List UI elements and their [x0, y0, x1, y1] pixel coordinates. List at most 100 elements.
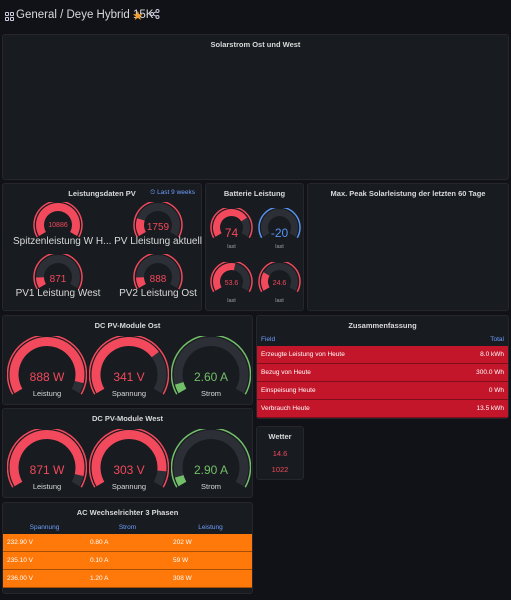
column-header-spannung[interactable]: Spannung [29, 523, 60, 531]
panel-title: Wetter [268, 432, 292, 441]
panel-title: Zusammenfassung [348, 321, 417, 330]
gauge-value: 2.90 A [193, 463, 229, 477]
gauge-label: PV2 Leistung Ost [119, 288, 197, 299]
gauge-value: 341 V [113, 370, 145, 384]
gauge-fill [36, 203, 80, 236]
cell-strom: 0.10 A [86, 551, 169, 570]
gauge-label: PV Lleistung aktuell [114, 236, 202, 247]
gauge-value: 10886 [48, 222, 68, 229]
gauge-arc [210, 206, 253, 239]
cell-strom: 1.20 A [86, 569, 169, 588]
gauge-track [173, 430, 249, 487]
breadcrumb[interactable]: General / Deye Hybrid 15K [16, 9, 154, 21]
ac-table: Spannung Strom Leistung 232.90 V 0.80 A … [3, 520, 252, 588]
gauge-value: 303 V [113, 463, 145, 477]
gauge-label: Leistung [32, 389, 62, 398]
gauge: 888 W Leistung [6, 334, 88, 404]
panel-title: Batterie Leistung [223, 189, 286, 198]
gauge-label: last [275, 244, 284, 250]
dashboard-grid-icon[interactable] [5, 12, 14, 21]
cell-total: 8.0 kWh [437, 346, 508, 364]
gauge-value: 24.6 [272, 280, 287, 287]
gauge-track [173, 337, 249, 394]
column-header-leistung[interactable]: Leistung [198, 523, 223, 531]
gauge-value: 888 W [29, 370, 65, 384]
time-range-badge[interactable]: ⏲ Last 9 weeks [150, 189, 195, 197]
gauge-fill [91, 430, 167, 487]
panel-solarstrom: Solarstrom Ost und West [2, 34, 509, 180]
gauge-fill [174, 475, 187, 487]
gauge-value: 74 [224, 226, 239, 240]
cell-total: 13.5 kWh [437, 399, 508, 418]
gauge-value: 2.60 A [193, 370, 229, 384]
panel-title: Max. Peak Solarleistung der letzten 60 T… [330, 189, 486, 198]
gauge-arc [133, 200, 183, 238]
column-header-strom[interactable]: Strom [118, 523, 137, 531]
cell-total: 0 Wh [437, 381, 508, 400]
gauge-threshold [258, 206, 301, 239]
panel-title: AC Wechselrichter 3 Phasen [76, 508, 179, 517]
gauge-fill [136, 277, 146, 288]
gauge: 10886 Spitzenleistung W H... [13, 200, 112, 254]
gauge-threshold [33, 252, 83, 290]
gauge: 871 PV1 Leistung West [13, 252, 103, 306]
panel-zusammenfassung: Zusammenfassung Field Total Erzeugte Lei… [256, 315, 509, 419]
gauge-threshold [33, 200, 83, 238]
gauge-arc [33, 252, 83, 290]
gauge-threshold [133, 200, 183, 238]
share-icon[interactable] [150, 9, 160, 22]
gauge-value: 871 [49, 274, 67, 285]
gauge-label: last [227, 244, 236, 250]
panel-title: Solarstrom Ost und West [210, 40, 301, 49]
cell-leistung: 308 W [169, 569, 252, 588]
gauge: 2.90 A Strom [170, 427, 252, 497]
gauge: 303 V Spannung [88, 427, 170, 497]
table-row: 235.10 V 0.10 A 59 W [3, 551, 252, 570]
weather-value: 14.6 [272, 449, 288, 458]
panel-title: DC PV-Module West [91, 414, 164, 423]
gauge: 888 PV2 Leistung Ost [113, 252, 203, 306]
gauge-label: Spitzenleistung W H... [13, 236, 112, 247]
table-row: Einspeisung Heute 0 Wh [257, 381, 508, 400]
cell-strom: 0.80 A [86, 534, 169, 552]
top-bar: General / Deye Hybrid 15K ★ [0, 0, 511, 32]
cell-leistung: 59 W [169, 551, 252, 570]
gauge: 53.6 last [208, 260, 255, 304]
gauge-label: PV1 Leistung West [15, 288, 101, 299]
table-row: 236.00 V 1.20 A 308 W [3, 569, 252, 588]
table-row: Bezug von Heute 300.0 Wh [257, 363, 508, 382]
panel-batterie-leistung: Batterie Leistung 74 last -20 last 53.6 last 2… [205, 183, 304, 311]
clock-icon: ⏲ [150, 189, 156, 196]
cell-field: Verbrauch Heute [257, 399, 438, 418]
gauge-fill [213, 263, 236, 291]
gauge: 24.6 last [256, 260, 303, 304]
panel-ac-wechselrichter: AC Wechselrichter 3 Phasen Spannung Stro… [2, 502, 253, 594]
panel-wetter: Wetter 14.6 1022 [256, 426, 304, 480]
gauge-label: Spannung [111, 482, 147, 491]
gauge-label: last [275, 298, 284, 304]
gauge: 74 last [208, 206, 255, 250]
column-header-field[interactable]: Field [261, 335, 276, 343]
panel-max-peak: Max. Peak Solarleistung der letzten 60 T… [307, 183, 509, 311]
table-row: Verbrauch Heute 13.5 kWh [257, 399, 508, 418]
cell-spannung: 232.90 V [3, 534, 86, 552]
gauge-label: Strom [200, 389, 221, 398]
gauge-label: Spannung [111, 389, 147, 398]
panel-title: DC PV-Module Ost [94, 321, 161, 330]
gauge-threshold [210, 260, 253, 293]
star-icon[interactable]: ★ [132, 8, 144, 23]
cell-spannung: 236.00 V [3, 569, 86, 588]
cell-spannung: 235.10 V [3, 551, 86, 570]
gauge-fill [91, 337, 159, 394]
column-header-total[interactable]: Total [490, 335, 504, 343]
gauge-track [261, 209, 298, 237]
gauge: 341 V Spannung [88, 334, 170, 404]
gauge-value: 888 [149, 274, 167, 285]
gauge-fill [261, 272, 270, 291]
panel-leistungsdaten-pv: Leistungsdaten PV ⏲ Last 9 weeks 10886 Sp… [2, 183, 202, 311]
gauge-threshold [258, 260, 301, 293]
cell-field: Einspeisung Heute [257, 381, 438, 400]
cell-field: Bezug von Heute [257, 363, 438, 382]
gauge-threshold [210, 206, 253, 239]
gauge-track [36, 255, 80, 288]
